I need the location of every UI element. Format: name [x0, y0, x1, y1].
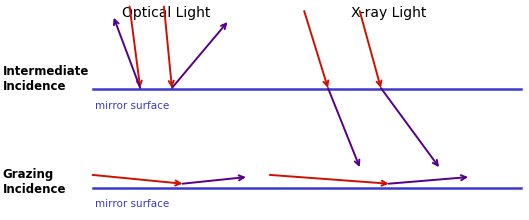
- Text: mirror surface: mirror surface: [95, 199, 169, 209]
- Text: Intermediate
Incidence: Intermediate Incidence: [3, 65, 89, 93]
- Text: mirror surface: mirror surface: [95, 101, 169, 111]
- Text: Grazing
Incidence: Grazing Incidence: [3, 167, 66, 196]
- Text: X-ray Light: X-ray Light: [351, 6, 426, 20]
- Text: Optical Light: Optical Light: [122, 6, 211, 20]
